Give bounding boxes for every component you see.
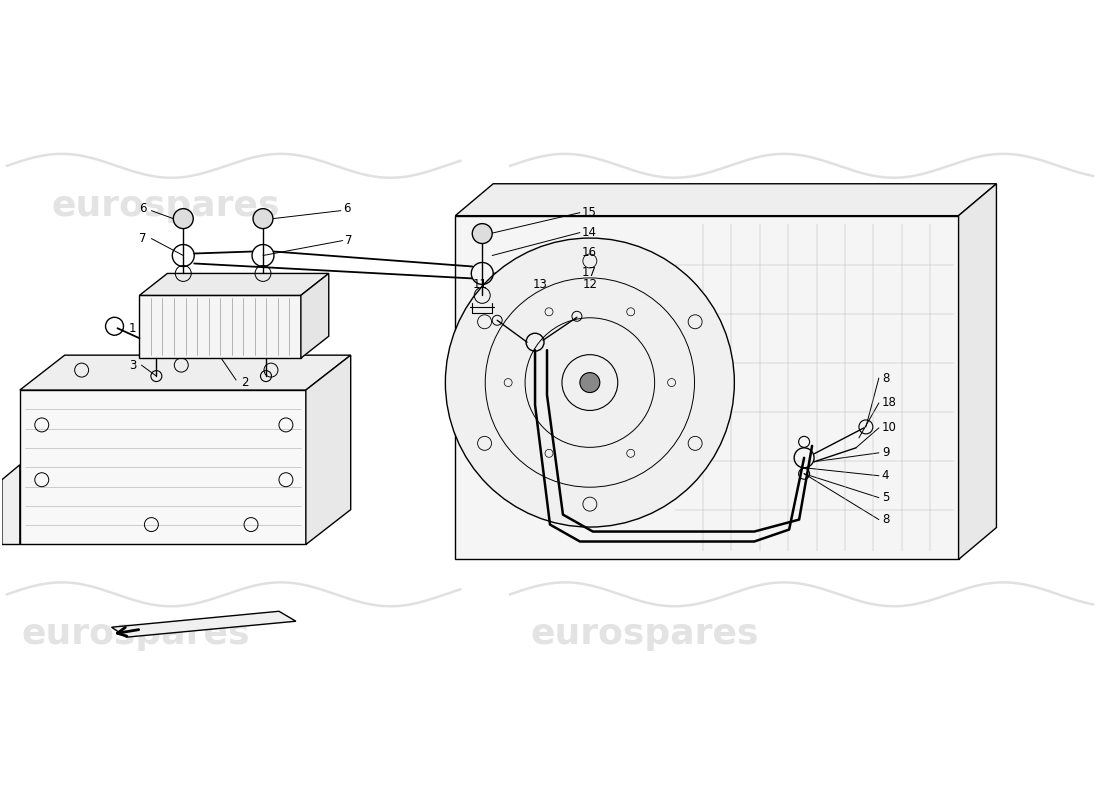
Text: 10: 10 (882, 422, 896, 434)
Text: 9: 9 (882, 446, 889, 459)
Text: 13: 13 (532, 278, 548, 291)
Circle shape (174, 209, 194, 229)
Text: 7: 7 (344, 234, 352, 247)
Text: eurospares: eurospares (22, 617, 251, 651)
Text: 8: 8 (882, 513, 889, 526)
Text: eurospares: eurospares (52, 189, 280, 222)
Polygon shape (958, 184, 997, 559)
Polygon shape (140, 295, 301, 358)
Text: 15: 15 (582, 206, 597, 219)
Polygon shape (20, 355, 351, 390)
Circle shape (472, 224, 492, 243)
Text: 6: 6 (139, 202, 146, 215)
Text: 16: 16 (582, 246, 597, 259)
Text: 18: 18 (882, 397, 896, 410)
Text: 5: 5 (882, 491, 889, 504)
Text: eurospares: eurospares (530, 617, 759, 651)
Circle shape (580, 373, 600, 393)
Polygon shape (111, 611, 296, 637)
Polygon shape (455, 184, 997, 216)
Text: eurospares: eurospares (530, 189, 759, 222)
Circle shape (446, 238, 735, 527)
Text: 4: 4 (882, 470, 889, 482)
Polygon shape (306, 355, 351, 545)
Text: 8: 8 (882, 371, 889, 385)
Polygon shape (2, 465, 20, 545)
Text: 2: 2 (241, 375, 249, 389)
Circle shape (253, 209, 273, 229)
Text: 12: 12 (582, 278, 597, 291)
Polygon shape (140, 274, 329, 295)
Text: 14: 14 (582, 226, 597, 239)
Text: 1: 1 (129, 322, 136, 334)
Text: 6: 6 (343, 202, 350, 215)
Polygon shape (301, 274, 329, 358)
Text: 17: 17 (582, 266, 597, 279)
Text: 3: 3 (129, 358, 136, 372)
Text: 7: 7 (139, 232, 146, 245)
Polygon shape (20, 390, 306, 545)
Text: 11: 11 (473, 278, 487, 291)
Polygon shape (455, 216, 958, 559)
